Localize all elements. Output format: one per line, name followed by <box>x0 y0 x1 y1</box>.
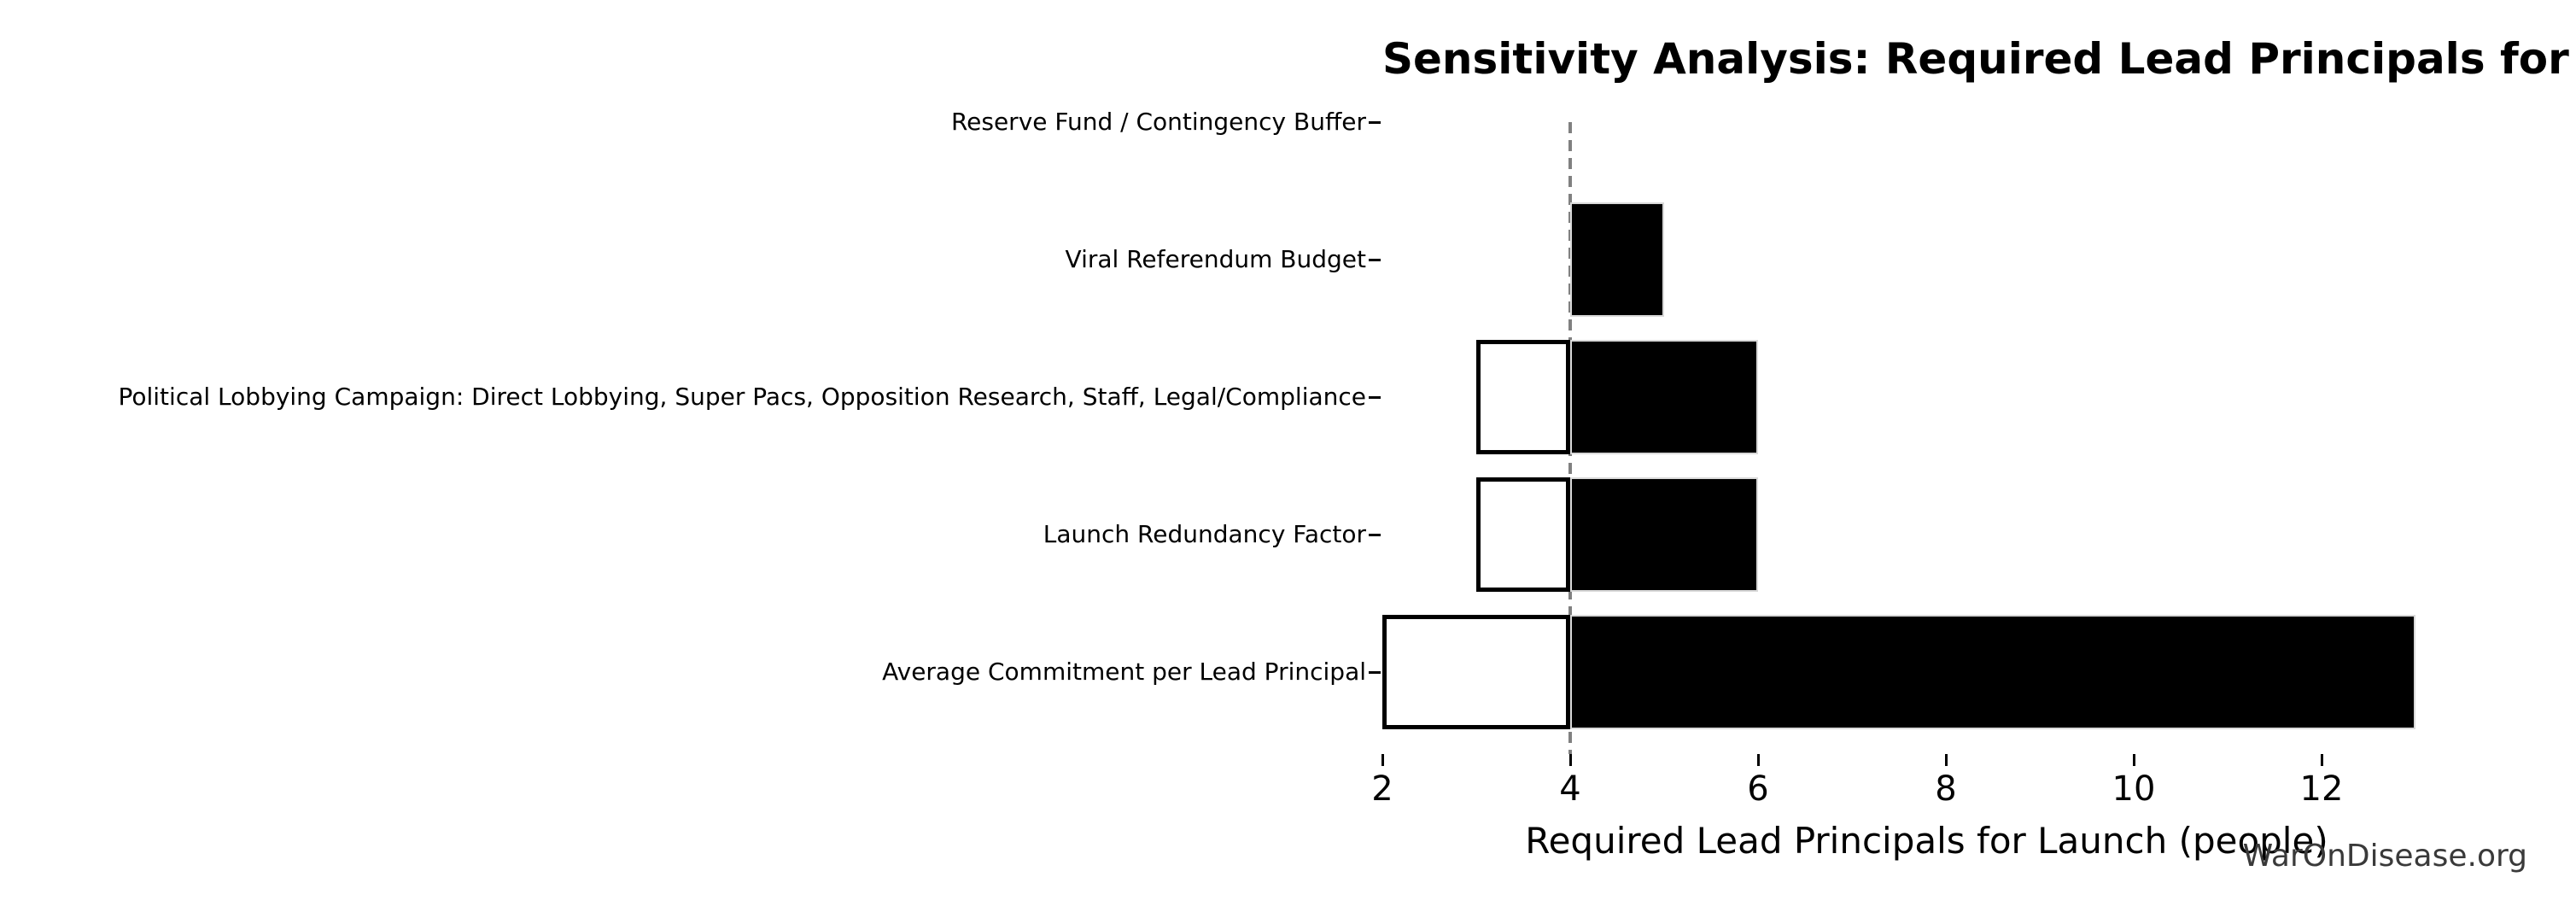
x-tick-label: 6 <box>1747 769 1769 809</box>
category-label: Average Commitment per Lead Principal <box>882 658 1366 686</box>
bar-high <box>1570 202 1664 317</box>
x-axis-label: Required Lead Principals for Launch (peo… <box>1525 820 2328 862</box>
x-tick <box>2321 754 2323 766</box>
x-tick <box>1569 754 1572 766</box>
y-tick <box>1369 259 1381 261</box>
x-tick-label: 12 <box>2299 769 2344 809</box>
x-tick-label: 10 <box>2112 769 2156 809</box>
bar-low <box>1476 477 1570 592</box>
x-tick <box>1945 754 1948 766</box>
y-tick <box>1369 534 1381 536</box>
y-tick <box>1369 121 1381 124</box>
category-label: Reserve Fund / Contingency Buffer <box>950 108 1366 136</box>
bar-high <box>1570 477 1758 592</box>
x-tick <box>2133 754 2135 766</box>
x-tick <box>1381 754 1384 766</box>
x-tick-label: 2 <box>1371 769 1393 809</box>
watermark: WarOnDisease.org <box>2242 839 2527 874</box>
x-axis-line <box>1382 752 2471 755</box>
category-label: Launch Redundancy Factor <box>1043 520 1366 548</box>
category-label: Political Lobbying Campaign: Direct Lobb… <box>118 383 1366 411</box>
bar-low <box>1476 340 1570 454</box>
chart-title: Sensitivity Analysis: Required Lead Prin… <box>1382 34 2576 84</box>
y-tick <box>1369 396 1381 399</box>
bar-high <box>1570 615 2415 729</box>
y-tick <box>1369 671 1381 674</box>
category-label: Viral Referendum Budget <box>1065 245 1366 273</box>
x-tick-label: 8 <box>1935 769 1957 809</box>
x-tick <box>1757 754 1760 766</box>
bar-high <box>1570 340 1758 454</box>
bar-low <box>1382 615 1570 729</box>
x-tick-label: 4 <box>1559 769 1581 809</box>
